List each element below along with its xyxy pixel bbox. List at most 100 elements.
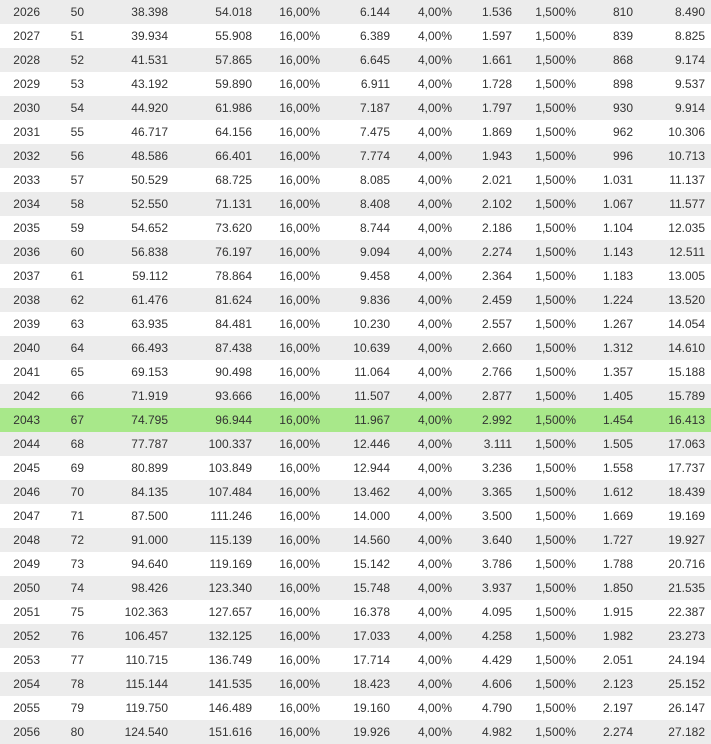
cell: 20.716: [639, 552, 711, 576]
cell: 2048: [0, 528, 46, 552]
cell: 2032: [0, 144, 46, 168]
cell: 868: [582, 48, 639, 72]
cell: 4.258: [458, 624, 518, 648]
cell: 71.919: [90, 384, 174, 408]
cell: 2028: [0, 48, 46, 72]
cell: 54.652: [90, 216, 174, 240]
cell: 55: [46, 120, 90, 144]
cell: 1.031: [582, 168, 639, 192]
cell: 11.507: [326, 384, 396, 408]
cell: 62: [46, 288, 90, 312]
cell: 1,500%: [518, 336, 582, 360]
cell: 87.500: [90, 504, 174, 528]
table-row: 20446877.787100.33716,00%12.4464,00%3.11…: [0, 432, 711, 456]
cell: 1,500%: [518, 48, 582, 72]
cell: 1,500%: [518, 432, 582, 456]
cell: 4,00%: [396, 384, 458, 408]
cell: 6.389: [326, 24, 396, 48]
cell: 73: [46, 552, 90, 576]
cell: 10.713: [639, 144, 711, 168]
cell: 4,00%: [396, 168, 458, 192]
cell: 61.476: [90, 288, 174, 312]
cell: 1.982: [582, 624, 639, 648]
financial-table: 20265038.39854.01816,00%6.1444,00%1.5361…: [0, 0, 711, 744]
cell: 56: [46, 144, 90, 168]
cell: 63.935: [90, 312, 174, 336]
cell: 22.387: [639, 600, 711, 624]
cell: 2040: [0, 336, 46, 360]
cell: 1,500%: [518, 528, 582, 552]
table-row: 20507498.426123.34016,00%15.7484,00%3.93…: [0, 576, 711, 600]
cell: 16,00%: [258, 624, 326, 648]
cell: 4,00%: [396, 672, 458, 696]
cell: 7.187: [326, 96, 396, 120]
cell: 48.586: [90, 144, 174, 168]
cell: 80.899: [90, 456, 174, 480]
cell: 3.640: [458, 528, 518, 552]
cell: 2027: [0, 24, 46, 48]
cell: 11.137: [639, 168, 711, 192]
cell: 14.000: [326, 504, 396, 528]
cell: 8.408: [326, 192, 396, 216]
cell: 71.131: [174, 192, 258, 216]
cell: 2.197: [582, 696, 639, 720]
cell: 1,500%: [518, 240, 582, 264]
cell: 14.610: [639, 336, 711, 360]
cell: 4,00%: [396, 408, 458, 432]
cell: 2.051: [582, 648, 639, 672]
cell: 65: [46, 360, 90, 384]
cell: 11.577: [639, 192, 711, 216]
cell: 9.914: [639, 96, 711, 120]
cell: 50: [46, 0, 90, 24]
cell: 839: [582, 24, 639, 48]
cell: 1.067: [582, 192, 639, 216]
cell: 4,00%: [396, 216, 458, 240]
cell: 1,500%: [518, 456, 582, 480]
cell: 2055: [0, 696, 46, 720]
table-row: 20345852.55071.13116,00%8.4084,00%2.1021…: [0, 192, 711, 216]
cell: 1.869: [458, 120, 518, 144]
cell: 94.640: [90, 552, 174, 576]
cell: 16,00%: [258, 432, 326, 456]
cell: 41.531: [90, 48, 174, 72]
cell: 2029: [0, 72, 46, 96]
cell: 4,00%: [396, 24, 458, 48]
table-row: 205478115.144141.53516,00%18.4234,00%4.6…: [0, 672, 711, 696]
cell: 68.725: [174, 168, 258, 192]
cell: 1,500%: [518, 480, 582, 504]
cell: 38.398: [90, 0, 174, 24]
cell: 2043: [0, 408, 46, 432]
cell: 51: [46, 24, 90, 48]
cell: 4,00%: [396, 600, 458, 624]
cell: 4,00%: [396, 576, 458, 600]
cell: 1,500%: [518, 192, 582, 216]
cell: 102.363: [90, 600, 174, 624]
cell: 46.717: [90, 120, 174, 144]
cell: 44.920: [90, 96, 174, 120]
cell: 16,00%: [258, 384, 326, 408]
cell: 66.493: [90, 336, 174, 360]
cell: 79: [46, 696, 90, 720]
cell: 2045: [0, 456, 46, 480]
cell: 18.439: [639, 480, 711, 504]
cell: 2.021: [458, 168, 518, 192]
cell: 4,00%: [396, 648, 458, 672]
cell: 11.064: [326, 360, 396, 384]
cell: 9.094: [326, 240, 396, 264]
cell: 4,00%: [396, 96, 458, 120]
cell: 17.714: [326, 648, 396, 672]
cell: 17.737: [639, 456, 711, 480]
cell: 1,500%: [518, 264, 582, 288]
cell: 54.018: [174, 0, 258, 24]
table-row: 20386261.47681.62416,00%9.8364,00%2.4591…: [0, 288, 711, 312]
cell: 810: [582, 0, 639, 24]
cell: 61: [46, 264, 90, 288]
cell: 1,500%: [518, 288, 582, 312]
cell: 58: [46, 192, 90, 216]
cell: 16,00%: [258, 216, 326, 240]
cell: 4,00%: [396, 240, 458, 264]
table-row: 20275139.93455.90816,00%6.3894,00%1.5971…: [0, 24, 711, 48]
cell: 2051: [0, 600, 46, 624]
cell: 56.838: [90, 240, 174, 264]
cell: 898: [582, 72, 639, 96]
